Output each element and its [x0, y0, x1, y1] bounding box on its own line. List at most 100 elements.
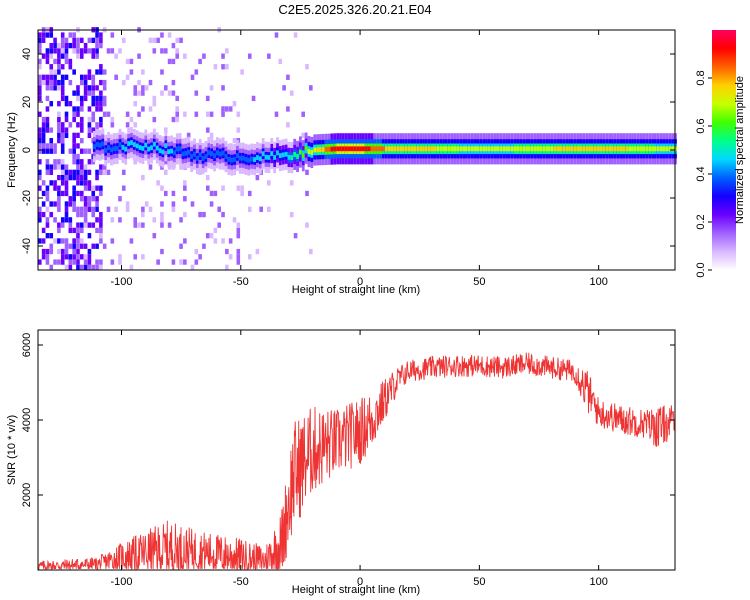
spectrogram-ridge-cell	[184, 150, 188, 156]
spectrogram-cell	[41, 148, 46, 154]
spectrogram-ridge-cell	[347, 146, 351, 152]
spectrogram-cell	[99, 69, 103, 75]
spectrogram-cell	[64, 53, 69, 59]
spectrogram-cell	[133, 217, 138, 223]
spectrogram-ridge-cell	[339, 146, 342, 152]
spectrogram-cell	[76, 95, 80, 102]
spectrogram-ridge-cell	[407, 146, 411, 152]
spectrogram-cell	[68, 32, 73, 38]
spectrogram-ridge-cell	[213, 153, 216, 159]
spectrogram-cell	[152, 101, 157, 107]
spectrogram-cell	[64, 74, 69, 80]
spectrogram-cell	[129, 69, 134, 75]
snr-x-label: Height of straight line (km)	[292, 584, 420, 596]
spectrogram-cell	[114, 206, 118, 212]
spectrogram-cell	[83, 206, 88, 212]
spectrogram-cell	[87, 264, 92, 271]
spectrogram-ridge-cell	[513, 146, 517, 152]
spectrogram-ridge-cell	[539, 146, 543, 152]
spectrogram-cell	[106, 169, 111, 175]
spectrogram-cell	[133, 85, 138, 91]
y-tick-label: 0	[21, 147, 33, 153]
spectrogram-cell	[79, 227, 84, 234]
spectrogram-cell	[236, 185, 241, 191]
y-tick-label: 6000	[21, 333, 33, 357]
spectrogram-cell	[171, 259, 176, 265]
spectrogram-cell	[225, 264, 229, 271]
spectrogram-ridge-cell	[147, 146, 151, 152]
spectrogram-cell	[45, 185, 50, 191]
spectrogram-ridge-cell	[330, 146, 334, 152]
spectrogram-ridge-cell	[181, 151, 185, 157]
spectrogram-cell	[99, 64, 103, 70]
spectrogram-cell	[72, 138, 76, 144]
spectrogram-cell	[240, 185, 244, 191]
spectrogram-cell	[68, 196, 73, 202]
spectrogram-ridge-cell	[502, 146, 506, 152]
spectrogram-cell	[53, 69, 57, 75]
spectrogram-cell	[64, 201, 69, 207]
spectrogram-ridge-cell	[270, 151, 274, 156]
spectrogram-cell	[121, 169, 126, 175]
spectrogram-cell	[87, 106, 92, 112]
x-tick-label: -100	[110, 576, 132, 588]
spectrogram-cell	[41, 74, 46, 80]
spectrogram-cell	[102, 101, 107, 107]
spectrogram-cell	[68, 264, 73, 271]
spectrogram-cell	[41, 132, 46, 139]
spectrogram-cell	[38, 211, 42, 218]
spectrogram-cell	[221, 111, 225, 117]
spectrogram-cell	[141, 90, 145, 96]
spectrogram-cell	[95, 95, 99, 102]
spectrogram-cell	[68, 101, 73, 107]
x-tick-label: -50	[233, 576, 249, 588]
spectrogram-ridge-cell	[436, 146, 440, 152]
spectrogram-cell	[87, 259, 92, 265]
spectrogram-ridge-cell	[507, 146, 511, 152]
spectrogram-ridge-cell	[470, 146, 474, 152]
spectrogram-ridge-cell	[204, 154, 208, 160]
spectrogram-ridge-cell	[562, 146, 566, 152]
spectrogram-cell	[72, 201, 76, 207]
spectrogram-cell	[49, 74, 54, 80]
spectrogram-cell	[45, 254, 50, 260]
spectrogram-ridge-cell	[387, 146, 391, 152]
spectrogram-ridge-cell	[591, 146, 594, 152]
spectrogram-ridge-cell	[304, 145, 308, 151]
spectrogram-cell	[53, 201, 57, 207]
spectrogram-cell	[72, 169, 76, 175]
spectrogram-cell	[72, 185, 76, 191]
spectrogram-cell	[64, 217, 69, 223]
spectrogram-ridge-cell	[290, 155, 294, 161]
spectrogram-ridge-cell	[582, 146, 586, 152]
spectrogram-ridge-cell	[556, 146, 560, 152]
spectrogram-cell	[171, 201, 176, 207]
spectrogram-cell	[57, 196, 61, 202]
spectrogram-cell	[175, 106, 180, 112]
spectrogram-cell	[41, 248, 46, 255]
spectrogram-cell	[72, 143, 76, 149]
spectrogram-cell	[60, 164, 65, 170]
spectrogram-cell	[87, 201, 92, 207]
spectrogram-ridge-cell	[530, 146, 534, 152]
spectrogram-ridge-cell	[596, 146, 600, 152]
spectrogram-cell	[49, 42, 54, 49]
spectrogram-cell	[76, 227, 80, 234]
spectrogram-cell	[60, 127, 65, 133]
spectrogram-cell	[38, 37, 42, 43]
spectrogram-cell	[45, 143, 50, 149]
spectrogram-cell	[171, 206, 176, 212]
spectrogram-cell	[118, 196, 122, 202]
spectrogram-cell	[95, 53, 99, 59]
spectrogram-cell	[91, 206, 96, 212]
snr-panel: -100 -50 0 50 100 2000 4000 6000 Height of str…	[6, 329, 676, 596]
spectrogram-cell	[129, 238, 134, 244]
spectrogram-cell	[289, 90, 294, 96]
spectrogram-cell	[141, 222, 145, 228]
spectrogram-ridge-cell	[175, 146, 179, 152]
spectrogram-cell	[38, 143, 42, 149]
spectrogram-cell	[76, 53, 80, 59]
spectrogram-cell	[167, 32, 172, 38]
spectrogram-cell	[137, 90, 141, 96]
spectrogram-cell	[76, 122, 80, 128]
